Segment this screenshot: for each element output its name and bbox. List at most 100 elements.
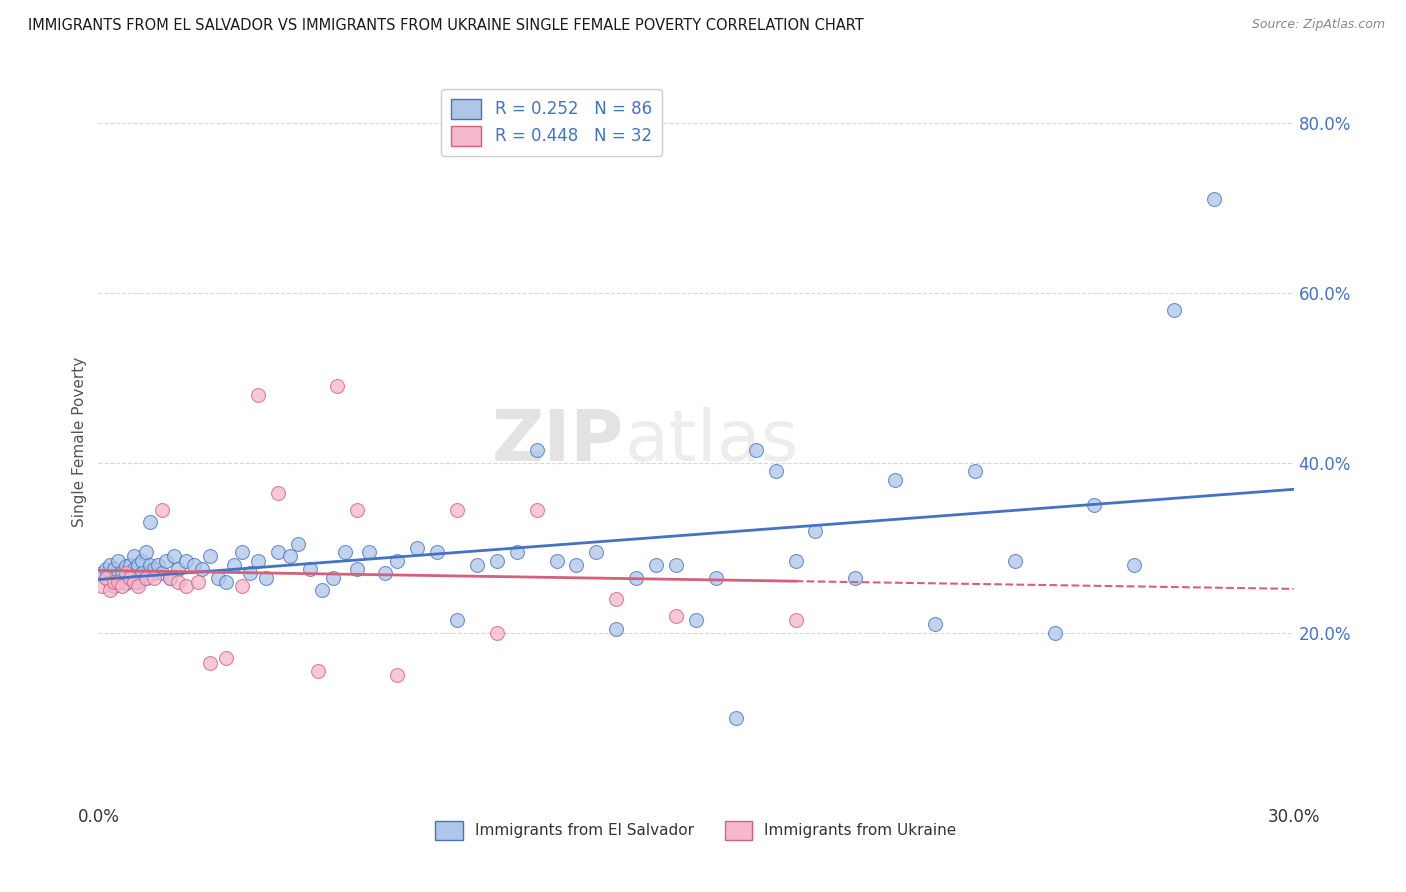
- Point: [131, 566, 153, 581]
- Point: [246, 388, 269, 402]
- Y-axis label: Single Female Poverty: Single Female Poverty: [72, 357, 87, 526]
- Point: [254, 570, 277, 584]
- Point: [111, 565, 134, 579]
- Point: [98, 583, 122, 598]
- Point: [167, 574, 190, 589]
- Point: [139, 558, 162, 572]
- Text: ZIP: ZIP: [492, 407, 624, 476]
- Point: [385, 668, 409, 682]
- Point: [374, 566, 396, 581]
- Point: [298, 562, 321, 576]
- Point: [1083, 498, 1105, 512]
- Point: [143, 566, 166, 581]
- Point: [665, 558, 688, 572]
- Point: [91, 566, 114, 581]
- Point: [924, 617, 946, 632]
- Point: [1004, 553, 1026, 567]
- Point: [385, 553, 409, 567]
- Point: [1043, 625, 1066, 640]
- Legend: Immigrants from El Salvador, Immigrants from Ukraine: Immigrants from El Salvador, Immigrants …: [429, 815, 963, 846]
- Point: [120, 570, 142, 584]
- Point: [124, 562, 146, 576]
- Point: [148, 558, 170, 572]
- Point: [120, 570, 142, 584]
- Point: [605, 622, 627, 636]
- Point: [150, 566, 173, 581]
- Point: [135, 570, 157, 584]
- Point: [107, 553, 129, 567]
- Point: [222, 558, 245, 572]
- Point: [485, 553, 508, 567]
- Point: [307, 664, 329, 678]
- Point: [645, 558, 668, 572]
- Point: [115, 559, 138, 574]
- Point: [724, 711, 747, 725]
- Point: [246, 553, 269, 567]
- Point: [215, 651, 238, 665]
- Point: [215, 574, 238, 589]
- Point: [585, 545, 607, 559]
- Point: [107, 568, 129, 582]
- Point: [96, 562, 118, 576]
- Point: [1163, 302, 1185, 317]
- Point: [174, 579, 197, 593]
- Point: [406, 541, 429, 555]
- Point: [884, 473, 907, 487]
- Text: Source: ZipAtlas.com: Source: ZipAtlas.com: [1251, 18, 1385, 31]
- Point: [103, 562, 125, 576]
- Point: [98, 558, 122, 572]
- Point: [127, 574, 149, 589]
- Point: [785, 553, 807, 567]
- Point: [135, 545, 157, 559]
- Text: atlas: atlas: [624, 407, 799, 476]
- Point: [685, 613, 707, 627]
- Point: [111, 579, 134, 593]
- Point: [485, 625, 508, 640]
- Point: [163, 549, 186, 564]
- Point: [526, 443, 548, 458]
- Point: [267, 485, 290, 500]
- Point: [745, 443, 768, 458]
- Point: [135, 570, 157, 584]
- Text: IMMIGRANTS FROM EL SALVADOR VS IMMIGRANTS FROM UKRAINE SINGLE FEMALE POVERTY COR: IMMIGRANTS FROM EL SALVADOR VS IMMIGRANT…: [28, 18, 863, 33]
- Point: [96, 570, 118, 584]
- Point: [785, 613, 807, 627]
- Point: [103, 579, 125, 593]
- Point: [124, 574, 146, 589]
- Point: [120, 558, 142, 572]
- Point: [191, 562, 214, 576]
- Point: [626, 570, 648, 584]
- Point: [91, 579, 114, 593]
- Point: [311, 583, 333, 598]
- Point: [526, 502, 548, 516]
- Point: [150, 502, 173, 516]
- Point: [231, 545, 253, 559]
- Point: [239, 566, 262, 581]
- Point: [335, 545, 357, 559]
- Point: [1202, 192, 1225, 206]
- Point: [963, 464, 986, 478]
- Point: [765, 464, 787, 478]
- Point: [565, 558, 588, 572]
- Point: [804, 524, 827, 538]
- Point: [844, 570, 866, 584]
- Point: [198, 656, 221, 670]
- Point: [155, 553, 177, 567]
- Point: [426, 545, 449, 559]
- Point: [127, 579, 149, 593]
- Point: [174, 553, 197, 567]
- Point: [231, 579, 253, 593]
- Point: [124, 549, 146, 564]
- Point: [207, 570, 229, 584]
- Point: [187, 574, 209, 589]
- Point: [139, 516, 162, 530]
- Point: [287, 536, 309, 550]
- Point: [346, 502, 368, 516]
- Point: [704, 570, 727, 584]
- Point: [346, 562, 368, 576]
- Point: [665, 608, 688, 623]
- Point: [107, 574, 129, 589]
- Point: [131, 553, 153, 567]
- Point: [605, 591, 627, 606]
- Point: [1123, 558, 1146, 572]
